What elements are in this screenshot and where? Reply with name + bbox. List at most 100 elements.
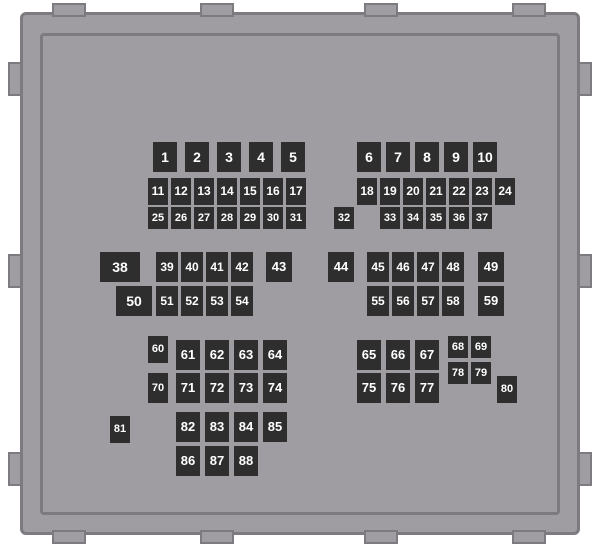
fuse-37: 37 <box>472 207 492 229</box>
fuse-79: 79 <box>471 362 491 384</box>
fuse-75: 75 <box>357 373 381 403</box>
fuse-26: 26 <box>171 207 191 229</box>
fuse-63: 63 <box>234 340 258 370</box>
fuse-17: 17 <box>286 178 306 205</box>
panel-clip <box>512 530 546 544</box>
fuse-56: 56 <box>392 286 414 316</box>
fuse-24: 24 <box>495 178 515 205</box>
fuse-77: 77 <box>415 373 439 403</box>
fuse-51: 51 <box>156 286 178 316</box>
fuse-49: 49 <box>478 252 504 282</box>
fuse-72: 72 <box>205 373 229 403</box>
fuse-85: 85 <box>263 412 287 442</box>
fuse-40: 40 <box>181 252 203 282</box>
fuse-42: 42 <box>231 252 253 282</box>
panel-clip <box>8 62 22 96</box>
fuse-67: 67 <box>415 340 439 370</box>
fuse-81: 81 <box>110 416 130 443</box>
fuse-21: 21 <box>426 178 446 205</box>
panel-clip <box>8 254 22 288</box>
fuse-44: 44 <box>328 252 354 282</box>
fuse-4: 4 <box>249 142 273 172</box>
fuse-71: 71 <box>176 373 200 403</box>
fuse-7: 7 <box>386 142 410 172</box>
fuse-82: 82 <box>176 412 200 442</box>
fuse-11: 11 <box>148 178 168 205</box>
panel-clip <box>364 3 398 17</box>
fuse-57: 57 <box>417 286 439 316</box>
fuse-70: 70 <box>148 373 168 403</box>
fuse-22: 22 <box>449 178 469 205</box>
fuse-52: 52 <box>181 286 203 316</box>
fuse-15: 15 <box>240 178 260 205</box>
fuse-78: 78 <box>448 362 468 384</box>
fuse-25: 25 <box>148 207 168 229</box>
fuse-84: 84 <box>234 412 258 442</box>
fuse-45: 45 <box>367 252 389 282</box>
fuse-64: 64 <box>263 340 287 370</box>
fuse-6: 6 <box>357 142 381 172</box>
fuse-61: 61 <box>176 340 200 370</box>
panel-clip <box>512 3 546 17</box>
fuse-36: 36 <box>449 207 469 229</box>
fuse-87: 87 <box>205 446 229 476</box>
fuse-20: 20 <box>403 178 423 205</box>
panel-clip <box>52 530 86 544</box>
fuse-13: 13 <box>194 178 214 205</box>
fuse-19: 19 <box>380 178 400 205</box>
fuse-5: 5 <box>281 142 305 172</box>
fuse-48: 48 <box>442 252 464 282</box>
fuse-12: 12 <box>171 178 191 205</box>
fuse-27: 27 <box>194 207 214 229</box>
fuse-73: 73 <box>234 373 258 403</box>
fuse-74: 74 <box>263 373 287 403</box>
fuse-29: 29 <box>240 207 260 229</box>
fuse-9: 9 <box>444 142 468 172</box>
fuse-53: 53 <box>206 286 228 316</box>
fuse-80: 80 <box>497 376 517 403</box>
fuse-18: 18 <box>357 178 377 205</box>
panel-clip <box>578 452 592 486</box>
fuse-62: 62 <box>205 340 229 370</box>
fuse-43: 43 <box>266 252 292 282</box>
fuse-10: 10 <box>473 142 497 172</box>
fuse-2: 2 <box>185 142 209 172</box>
fuse-46: 46 <box>392 252 414 282</box>
fuse-1: 1 <box>153 142 177 172</box>
fuse-60: 60 <box>148 336 168 363</box>
fuse-88: 88 <box>234 446 258 476</box>
panel-clip <box>364 530 398 544</box>
fuse-66: 66 <box>386 340 410 370</box>
panel-clip <box>200 3 234 17</box>
fuse-65: 65 <box>357 340 381 370</box>
fuse-28: 28 <box>217 207 237 229</box>
fuse-58: 58 <box>442 286 464 316</box>
fuse-8: 8 <box>415 142 439 172</box>
fuse-50: 50 <box>116 286 152 316</box>
fuse-30: 30 <box>263 207 283 229</box>
fuse-34: 34 <box>403 207 423 229</box>
fuse-83: 83 <box>205 412 229 442</box>
fuse-59: 59 <box>478 286 504 316</box>
fuse-32: 32 <box>334 207 354 229</box>
fuse-38: 38 <box>100 252 140 282</box>
fuse-35: 35 <box>426 207 446 229</box>
fuse-33: 33 <box>380 207 400 229</box>
panel-clip <box>52 3 86 17</box>
fuse-31: 31 <box>286 207 306 229</box>
fuse-box-diagram: 1234567891011121314151617181920212223242… <box>0 0 600 547</box>
panel-clip <box>8 452 22 486</box>
fuse-54: 54 <box>231 286 253 316</box>
fuse-39: 39 <box>156 252 178 282</box>
fuse-47: 47 <box>417 252 439 282</box>
fuse-76: 76 <box>386 373 410 403</box>
fuse-41: 41 <box>206 252 228 282</box>
fuse-69: 69 <box>471 336 491 358</box>
panel-clip <box>578 254 592 288</box>
fuse-14: 14 <box>217 178 237 205</box>
fuse-86: 86 <box>176 446 200 476</box>
panel-clip <box>578 62 592 96</box>
fuse-23: 23 <box>472 178 492 205</box>
fuse-16: 16 <box>263 178 283 205</box>
fuse-55: 55 <box>367 286 389 316</box>
